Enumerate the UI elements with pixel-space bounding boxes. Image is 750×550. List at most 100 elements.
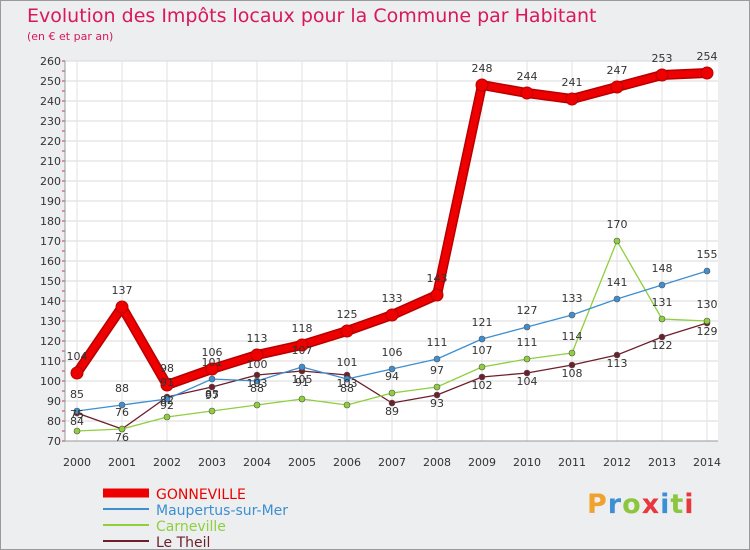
y-tick-label: 80 [47,415,61,428]
data-label: 170 [607,218,628,231]
legend: GONNEVILLEMaupertus-sur-MerCarnevilleLe … [103,487,288,549]
data-point [478,373,486,381]
data-point [523,323,531,331]
x-tick-label: 2001 [108,456,136,469]
x-tick-label: 2010 [513,456,541,469]
data-point [613,237,621,245]
data-label: 105 [292,373,313,386]
data-point [73,427,81,435]
data-label: 133 [382,292,403,305]
data-point [388,365,396,373]
axes: 7080901001101201301401501601701801902002… [40,55,721,469]
y-tick-label: 90 [47,395,61,408]
data-point [343,375,351,383]
data-label: 84 [70,415,84,428]
data-point [565,92,579,106]
y-tick-label: 220 [40,135,61,148]
data-label: 103 [247,377,268,390]
x-tick-label: 2003 [198,456,226,469]
logo-letter: x [641,489,661,520]
y-tick-label: 240 [40,95,61,108]
data-label: 106 [382,346,403,359]
data-point [160,378,174,392]
y-tick-label: 170 [40,235,61,248]
data-label: 148 [652,262,673,275]
data-point [478,363,486,371]
data-point [703,267,711,275]
data-point [343,401,351,409]
data-label: 104 [517,375,538,388]
data-label: 155 [697,248,718,261]
data-label: 131 [652,296,673,309]
data-label: 89 [385,405,399,418]
data-point [253,377,261,385]
data-label: 101 [202,356,223,369]
data-labels: 104 137 98 106 113 118 125 133 143 248 244 241 247 25… [67,50,718,444]
data-label: 127 [517,304,538,317]
y-tick-label: 120 [40,335,61,348]
x-tick-label: 2014 [693,456,721,469]
y-tick-label: 210 [40,155,61,168]
data-point [73,407,81,415]
data-point [655,68,669,82]
data-label: 137 [112,284,133,297]
logo-letter: i [684,489,695,520]
data-label: 76 [115,406,129,419]
data-point [388,399,396,407]
data-label: 241 [562,76,583,89]
data-label: 75 [70,408,84,421]
logo-letter: P [587,489,608,520]
data-point [340,324,354,338]
data-point [115,300,129,314]
data-point [433,391,441,399]
data-point [163,395,171,403]
data-label: 104 [67,350,88,363]
data-point [118,401,126,409]
y-tick-label: 250 [40,75,61,88]
data-label: 107 [472,344,493,357]
data-label: 98 [160,362,174,375]
data-point [253,401,261,409]
data-point [568,361,576,369]
x-tick-label: 2009 [468,456,496,469]
data-point [433,355,441,363]
data-point [658,315,666,323]
y-tick-label: 260 [40,55,61,68]
data-label: 97 [205,389,219,402]
data-label: 103 [337,377,358,390]
chart-title: Evolution des Impôts locaux pour la Comm… [27,5,597,27]
data-point [208,407,216,415]
data-point [163,413,171,421]
x-tick-label: 2006 [333,456,361,469]
data-point [568,349,576,357]
data-point [70,366,84,380]
x-tick-label: 2012 [603,456,631,469]
data-label: 248 [472,62,493,75]
x-tick-label: 2011 [558,456,586,469]
data-label: 82 [160,394,174,407]
data-point [208,383,216,391]
data-label: 111 [517,336,538,349]
data-point [208,375,216,383]
data-label: 118 [292,322,313,335]
data-label: 108 [562,367,583,380]
y-tick-label: 140 [40,295,61,308]
data-label: 88 [340,382,354,395]
data-point [610,80,624,94]
data-label: 113 [607,357,628,370]
data-point [568,311,576,319]
data-label: 88 [115,382,129,395]
data-label: 85 [70,388,84,401]
data-label: 113 [247,332,268,345]
y-tick-label: 150 [40,275,61,288]
data-point [523,369,531,377]
data-point [520,86,534,100]
legend-label: GONNEVILLE [156,487,246,503]
data-point [523,355,531,363]
logo-letter: i [660,489,671,520]
data-label: 129 [697,325,718,338]
data-point [613,351,621,359]
data-point [475,78,489,92]
data-point [295,338,309,352]
data-label: 107 [292,344,313,357]
